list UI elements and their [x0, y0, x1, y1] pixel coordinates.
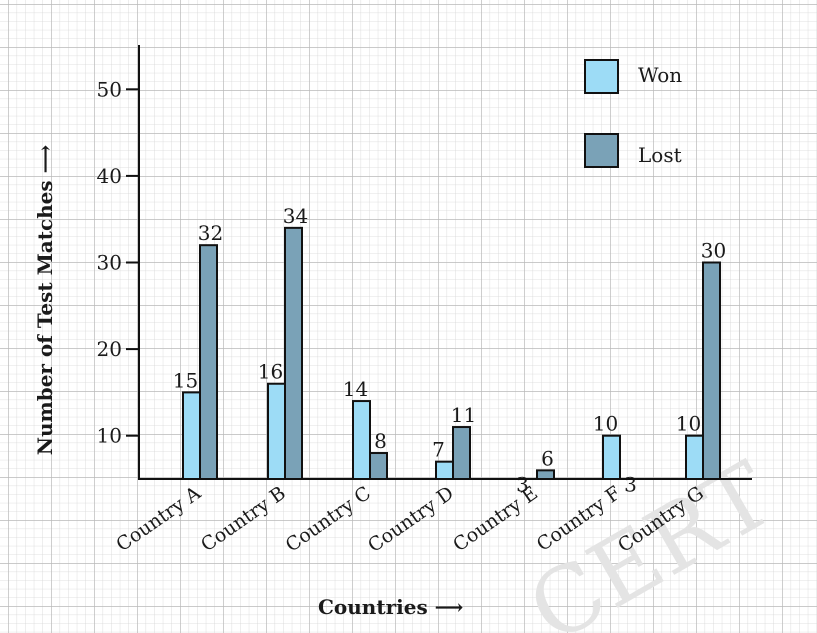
bar-won-4	[435, 460, 454, 480]
data-label-lost-2: 34	[283, 204, 308, 228]
y-axis-title: Number of Test Matches ⟶	[33, 145, 57, 456]
legend-label-lost: Lost	[638, 143, 682, 167]
bar-won-7	[685, 434, 704, 481]
legend-swatch-won	[584, 59, 619, 94]
x-axis-title: Countries ⟶	[318, 595, 463, 619]
data-label-lost-5: 6	[541, 446, 554, 470]
data-label-won-2: 16	[258, 360, 283, 384]
bar-won-3	[352, 400, 371, 480]
data-label-lost-4: 11	[451, 403, 476, 427]
bar-lost-2	[284, 226, 303, 480]
y-tick-label-20: 20	[97, 337, 122, 361]
bars-group	[182, 226, 721, 481]
bar-won-1	[182, 391, 201, 480]
data-label-won-4: 7	[432, 438, 445, 462]
y-tick-label-50: 50	[97, 77, 122, 101]
bar-lost-5	[536, 469, 555, 480]
bar-won-2	[267, 382, 286, 480]
data-label-won-7: 10	[676, 412, 701, 436]
legend: Won Lost	[584, 59, 682, 168]
bar-won-6	[602, 434, 621, 481]
y-tick-label-10: 10	[97, 424, 122, 448]
data-label-lost-3: 8	[374, 429, 387, 453]
y-ticks-group: 10 20 30 40 50	[97, 77, 139, 448]
y-tick-label-40: 40	[97, 164, 122, 188]
bar-lost-3	[369, 452, 388, 480]
data-label-won-1: 15	[173, 368, 198, 392]
data-label-lost-7: 30	[701, 239, 726, 263]
bar-lost-1	[199, 244, 218, 480]
data-label-won-6: 10	[593, 412, 618, 436]
data-label-lost-1: 32	[198, 221, 223, 245]
legend-label-won: Won	[638, 63, 682, 87]
legend-swatch-lost	[584, 133, 619, 168]
bar-lost-7	[702, 261, 721, 480]
data-label-won-3: 14	[343, 377, 368, 401]
y-tick-label-30: 30	[97, 251, 122, 275]
bar-lost-4	[452, 426, 471, 481]
data-label-lost-6: 3	[624, 472, 637, 496]
